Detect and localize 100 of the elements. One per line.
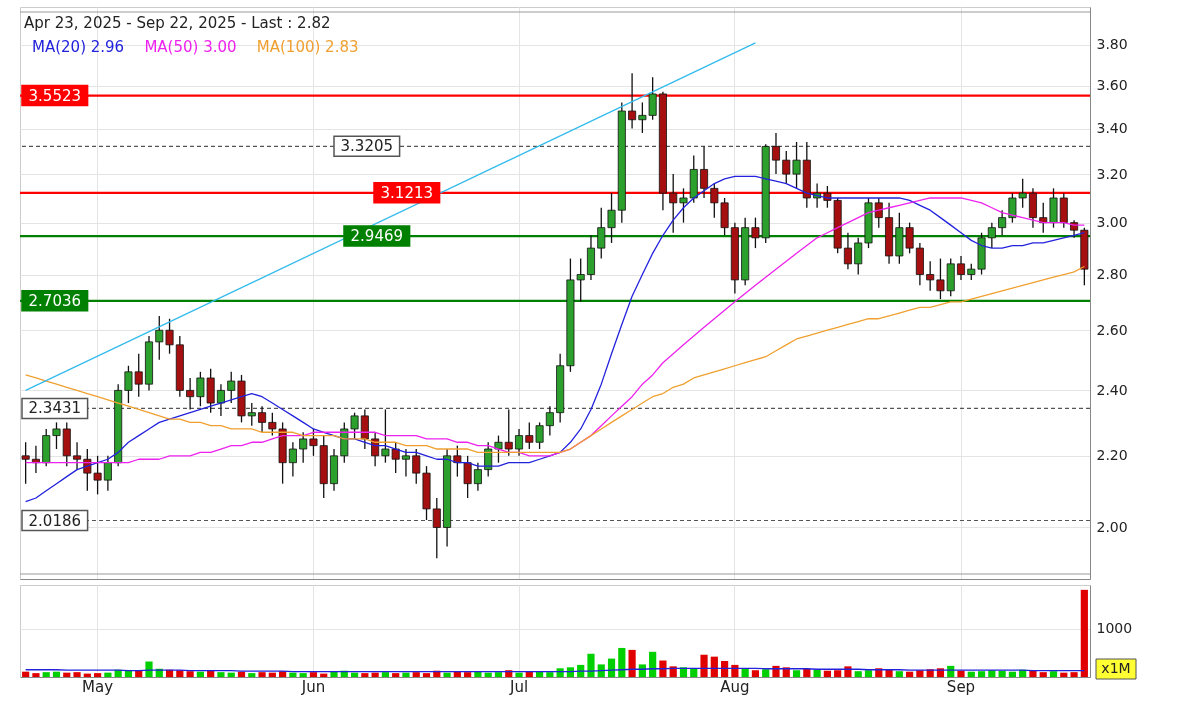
- bar: [464, 672, 472, 677]
- bar: [63, 672, 71, 677]
- ref-line-label: 2.3431: [28, 399, 82, 418]
- bar: [649, 651, 657, 677]
- bar: [566, 667, 575, 677]
- bar: [834, 670, 842, 677]
- bar: [618, 647, 626, 677]
- candlestick: [258, 405, 267, 433]
- candlestick: [432, 497, 441, 559]
- candlestick: [21, 441, 30, 485]
- candlestick: [998, 209, 1007, 236]
- bar: [721, 661, 729, 677]
- candlestick: [473, 462, 482, 492]
- candlestick: [186, 377, 195, 411]
- ref-line-label: 2.0186: [28, 511, 82, 530]
- bar: [42, 672, 50, 677]
- ref-line-label: 2.9469: [350, 227, 404, 246]
- bar: [309, 672, 318, 677]
- y-tick-label: 3.60: [1096, 77, 1128, 94]
- chart-title: Apr 23, 2025 - Sep 22, 2025 - Last : 2.82: [24, 14, 331, 32]
- candlestick: [360, 408, 369, 450]
- ref-line-label: 3.5523: [28, 86, 82, 105]
- bar: [885, 669, 893, 677]
- bar: [710, 656, 718, 677]
- y-tick-label: 1000: [1096, 620, 1133, 637]
- bar: [700, 654, 708, 677]
- x-tick-label: Jul: [508, 677, 529, 696]
- bar: [525, 671, 533, 677]
- bar: [772, 665, 780, 677]
- bar: [659, 660, 667, 677]
- bar: [977, 671, 986, 677]
- bar: [52, 671, 61, 677]
- bar: [350, 672, 359, 677]
- candlestick: [401, 448, 410, 478]
- y-tick-label: 2.80: [1096, 266, 1128, 282]
- bar: [1049, 671, 1058, 677]
- bar: [967, 671, 975, 677]
- bar: [186, 671, 194, 677]
- bar: [422, 673, 431, 677]
- y-tick-label: 3.80: [1096, 36, 1128, 53]
- bar: [679, 667, 688, 677]
- bar: [94, 673, 102, 677]
- y-tick-label: 3.20: [1096, 165, 1128, 182]
- bar: [906, 671, 914, 677]
- bar: [104, 672, 112, 677]
- candlestick: [515, 428, 524, 457]
- bar: [371, 672, 379, 677]
- bar: [484, 672, 492, 677]
- bar: [864, 670, 873, 677]
- bar: [402, 672, 410, 677]
- candlestick: [227, 371, 236, 404]
- candlestick: [288, 441, 297, 478]
- candlestick: [247, 402, 256, 427]
- candlestick: [771, 132, 780, 175]
- text: MA(50) 3.00: [144, 38, 237, 56]
- candlestick: [299, 431, 308, 464]
- bar: [813, 669, 821, 677]
- bar: [669, 666, 677, 677]
- bar: [895, 671, 903, 677]
- candlestick: [412, 448, 421, 485]
- ref-line-label: 3.1213: [380, 183, 434, 202]
- ref-line-label: 3.3205: [340, 137, 394, 156]
- ref-line-label: 2.7036: [28, 291, 82, 310]
- bar: [597, 664, 605, 677]
- bar: [638, 664, 646, 677]
- bar: [443, 672, 451, 677]
- y-axis-title: x1M: [1101, 660, 1131, 676]
- bar: [823, 670, 831, 677]
- bar: [546, 672, 554, 677]
- bar: [453, 671, 461, 677]
- y-tick-label: 2.40: [1096, 381, 1128, 398]
- candlestick: [987, 221, 996, 249]
- bar: [258, 672, 266, 677]
- bar: [22, 671, 30, 677]
- candlestick: [669, 173, 678, 234]
- text: MA(100) 2.83: [256, 38, 359, 56]
- candlestick: [957, 255, 965, 281]
- x-tick-label: Jun: [300, 677, 326, 696]
- bar: [1070, 672, 1078, 677]
- candlestick: [843, 232, 852, 270]
- candlestick: [854, 237, 863, 276]
- bar: [762, 669, 770, 677]
- bar: [124, 670, 133, 677]
- bar: [32, 673, 40, 677]
- bar: [73, 672, 81, 677]
- bar: [515, 672, 523, 677]
- candlestick: [874, 197, 883, 229]
- bar: [268, 672, 276, 677]
- bar: [628, 649, 636, 677]
- bar: [1008, 671, 1016, 677]
- y-tick-label: 2.20: [1096, 447, 1128, 464]
- bar: [998, 670, 1006, 677]
- bar: [196, 671, 204, 677]
- bar: [803, 668, 811, 677]
- bar: [792, 670, 801, 677]
- x-tick-label: May: [82, 677, 114, 696]
- bar: [217, 672, 225, 677]
- text: MA(20) 2.96: [32, 38, 125, 56]
- candlestick: [628, 72, 637, 130]
- bar: [392, 673, 400, 677]
